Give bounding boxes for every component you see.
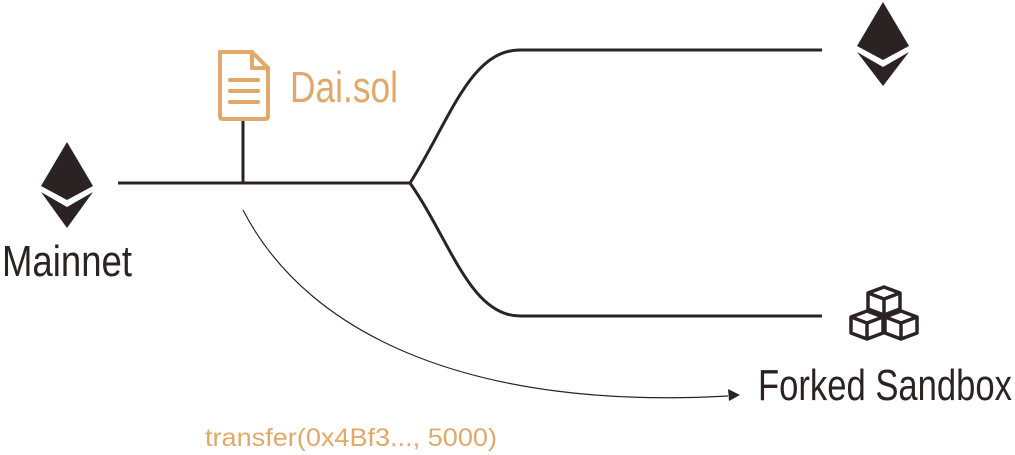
mainnet-ethereum-icon: [41, 142, 93, 228]
mainnet-label: Mainnet: [2, 237, 132, 286]
fork-ethereum-icon: [857, 2, 909, 86]
bottom-branch-line: [408, 182, 822, 318]
document-icon: [218, 50, 270, 121]
contract-label: Dai.sol: [290, 63, 398, 112]
forked-sandbox-label: Forked Sandbox: [758, 361, 1012, 410]
transaction-label: transfer(0x4Bf3..., 5000): [205, 424, 497, 452]
cubes-icon: [849, 285, 919, 341]
transaction-arrow-line: [242, 209, 729, 399]
transaction-arrow-head: [728, 389, 740, 401]
top-branch-line: [408, 48, 822, 184]
